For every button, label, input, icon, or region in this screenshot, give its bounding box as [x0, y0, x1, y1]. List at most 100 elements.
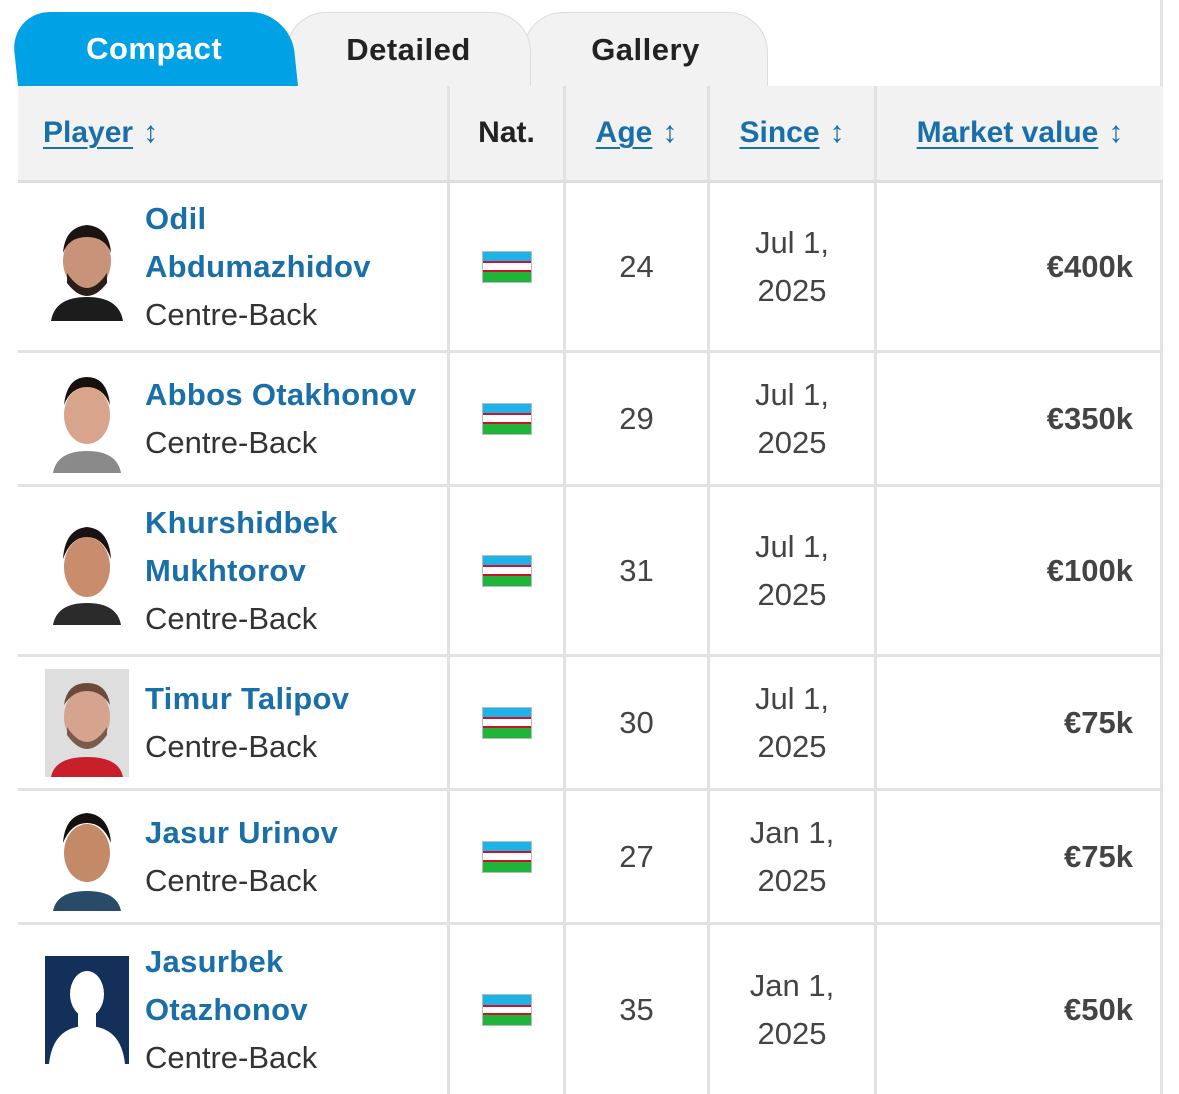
player-position: Centre-Back: [145, 862, 318, 898]
age-cell: 31: [566, 487, 710, 654]
player-photo-icon: [45, 668, 129, 777]
nationality-cell: [450, 487, 566, 654]
nationality-cell: [450, 353, 566, 484]
since-cell: Jan 1, 2025: [710, 925, 877, 1094]
market-value-cell: €75k: [877, 657, 1163, 788]
market-value: €75k: [1064, 838, 1133, 874]
age-cell: 30: [566, 657, 710, 788]
player-name-link[interactable]: Jasurbek Otazhonov: [145, 944, 308, 1027]
uzbekistan-flag-icon: [481, 840, 532, 873]
table-row: Khurshidbek Mukhtorov Centre-Back 31 Jul…: [18, 487, 1163, 657]
player-position: Centre-Back: [145, 424, 318, 460]
tab-compact[interactable]: Compact: [10, 12, 298, 86]
since-value: Jan 1, 2025: [749, 968, 835, 1051]
player-photo[interactable]: [45, 516, 129, 625]
player-name-link[interactable]: Timur Talipov: [145, 680, 350, 716]
table-row: Jasurbek Otazhonov Centre-Back 35 Jan 1,…: [18, 925, 1163, 1094]
tab-detailed-label: Detailed: [346, 31, 471, 67]
player-photo[interactable]: [45, 212, 129, 321]
age-value: 27: [619, 838, 654, 874]
player-cell: Timur Talipov Centre-Back: [18, 657, 450, 788]
since-value: Jul 1, 2025: [754, 680, 830, 764]
player-name-link[interactable]: Odil Abdumazhidov: [145, 200, 371, 284]
uzbekistan-flag-icon: [481, 994, 532, 1026]
age-value: 24: [619, 248, 654, 284]
age-cell: 29: [566, 353, 710, 484]
player-photo[interactable]: [45, 668, 129, 777]
sort-icon[interactable]: ↕: [143, 116, 159, 149]
sort-age-link[interactable]: Age: [595, 116, 653, 149]
market-value-cell: €400k: [877, 183, 1163, 350]
table-row: Jasur Urinov Centre-Back 27 Jan 1, 2025 …: [18, 791, 1163, 925]
player-name-link[interactable]: Khurshidbek Mukhtorov: [145, 504, 338, 588]
table-row: Abbos Otakhonov Centre-Back 29 Jul 1, 20…: [18, 353, 1163, 487]
player-name-link[interactable]: Abbos Otakhonov: [145, 376, 417, 412]
nationality-cell: [450, 925, 566, 1094]
market-value: €100k: [1046, 552, 1133, 588]
player-name-link[interactable]: Jasur Urinov: [145, 814, 339, 850]
header-since[interactable]: Since ↕: [710, 86, 877, 180]
player-cell: Abbos Otakhonov Centre-Back: [18, 353, 450, 484]
age-cell: 24: [566, 183, 710, 350]
since-value: Jan 1, 2025: [749, 814, 835, 898]
player-photo-icon: [45, 516, 129, 625]
uzbekistan-flag-icon: [481, 402, 532, 435]
age-value: 35: [619, 992, 654, 1027]
since-value: Jul 1, 2025: [754, 224, 830, 308]
header-nationality-label: Nat.: [478, 116, 535, 149]
table-row: Odil Abdumazhidov Centre-Back 24 Jul 1, …: [18, 183, 1163, 353]
since-cell: Jul 1, 2025: [710, 353, 877, 484]
header-market-value[interactable]: Market value ↕: [877, 86, 1163, 180]
player-photo-icon: [45, 802, 129, 911]
since-cell: Jul 1, 2025: [710, 487, 877, 654]
sort-icon[interactable]: ↕: [829, 116, 845, 149]
player-cell: Khurshidbek Mukhtorov Centre-Back: [18, 487, 450, 654]
age-value: 29: [619, 400, 654, 436]
tab-gallery-label: Gallery: [591, 31, 700, 67]
nationality-cell: [450, 657, 566, 788]
market-value-cell: €75k: [877, 791, 1163, 922]
players-table: Player ↕ Nat. Age ↕ Since ↕ Market value…: [18, 86, 1163, 1094]
market-value: €75k: [1064, 704, 1133, 740]
market-value-cell: €350k: [877, 353, 1163, 484]
player-cell: Jasurbek Otazhonov Centre-Back: [18, 925, 450, 1094]
sort-icon[interactable]: ↕: [662, 116, 678, 149]
uzbekistan-flag-icon: [481, 250, 532, 283]
since-cell: Jan 1, 2025: [710, 791, 877, 922]
age-value: 30: [619, 704, 654, 740]
tab-gallery[interactable]: Gallery: [523, 12, 768, 86]
age-cell: 35: [566, 925, 710, 1094]
since-cell: Jul 1, 2025: [710, 183, 877, 350]
market-value-cell: €50k: [877, 925, 1163, 1094]
header-nationality: Nat.: [450, 86, 566, 180]
sort-icon[interactable]: ↕: [1108, 116, 1124, 149]
market-value: €400k: [1046, 248, 1133, 284]
view-tabs: Gallery Detailed Compact: [10, 12, 778, 86]
player-position: Centre-Back: [145, 600, 318, 636]
header-player[interactable]: Player ↕: [18, 86, 450, 180]
sort-since-link[interactable]: Since: [739, 116, 820, 149]
player-photo[interactable]: [45, 364, 129, 473]
header-age[interactable]: Age ↕: [566, 86, 710, 180]
placeholder-avatar-icon: [45, 956, 129, 1064]
since-value: Jul 1, 2025: [754, 376, 830, 460]
player-position: Centre-Back: [145, 728, 318, 764]
sort-market-value-link[interactable]: Market value: [916, 116, 1099, 149]
since-cell: Jul 1, 2025: [710, 657, 877, 788]
age-value: 31: [619, 552, 654, 588]
market-value: €350k: [1046, 400, 1133, 436]
tab-compact-label: Compact: [86, 31, 223, 66]
player-photo-icon: [45, 364, 129, 473]
uzbekistan-flag-icon: [481, 554, 532, 587]
player-photo-icon: [45, 212, 129, 321]
player-photo[interactable]: [45, 802, 129, 911]
table-header-row: Player ↕ Nat. Age ↕ Since ↕ Market value…: [18, 86, 1163, 183]
nationality-cell: [450, 791, 566, 922]
sort-player-link[interactable]: Player: [43, 116, 134, 149]
uzbekistan-flag-icon: [481, 706, 532, 739]
player-photo[interactable]: [45, 956, 129, 1064]
player-position: Centre-Back: [145, 1040, 318, 1075]
tab-detailed[interactable]: Detailed: [286, 12, 531, 86]
since-value: Jul 1, 2025: [754, 528, 830, 612]
player-cell: Odil Abdumazhidov Centre-Back: [18, 183, 450, 350]
